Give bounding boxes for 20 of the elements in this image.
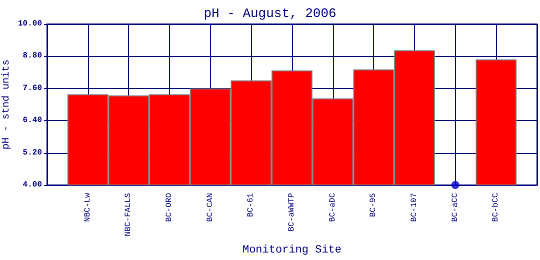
x-tick-label: NBC-Lw [83, 192, 92, 222]
x-tick-label: BC-61 [246, 192, 256, 218]
x-tick-label: BC-95 [369, 192, 378, 218]
y-tick-label: 10.00 [18, 20, 42, 28]
x-tick-label: BC-aCC [450, 192, 460, 222]
y-tick-label: 6.40 [22, 116, 42, 126]
y-tick-label: 7.60 [22, 84, 42, 93]
y-axis-title: pH - stnd units [0, 59, 12, 150]
x-tick-label: BC-bCC [492, 192, 501, 222]
chart-title: pH - August, 2006 [204, 6, 336, 21]
y-tick-label: 8.80 [22, 52, 42, 61]
y-tick-label: 4.00 [22, 180, 42, 190]
y-tick-label: 5.20 [22, 148, 42, 158]
x-tick-label: BC-ORO [165, 192, 174, 222]
x-tick-label: BC-aWWTP [288, 192, 296, 232]
x-tick-label: BC-107 [410, 192, 419, 222]
x-tick-label: NBC-FALLS [124, 192, 134, 236]
x-axis-title: Monitoring Site [242, 244, 342, 256]
x-tick-label: BC-CAN [206, 192, 215, 222]
x-tick-label: BC-aDC [328, 192, 338, 222]
